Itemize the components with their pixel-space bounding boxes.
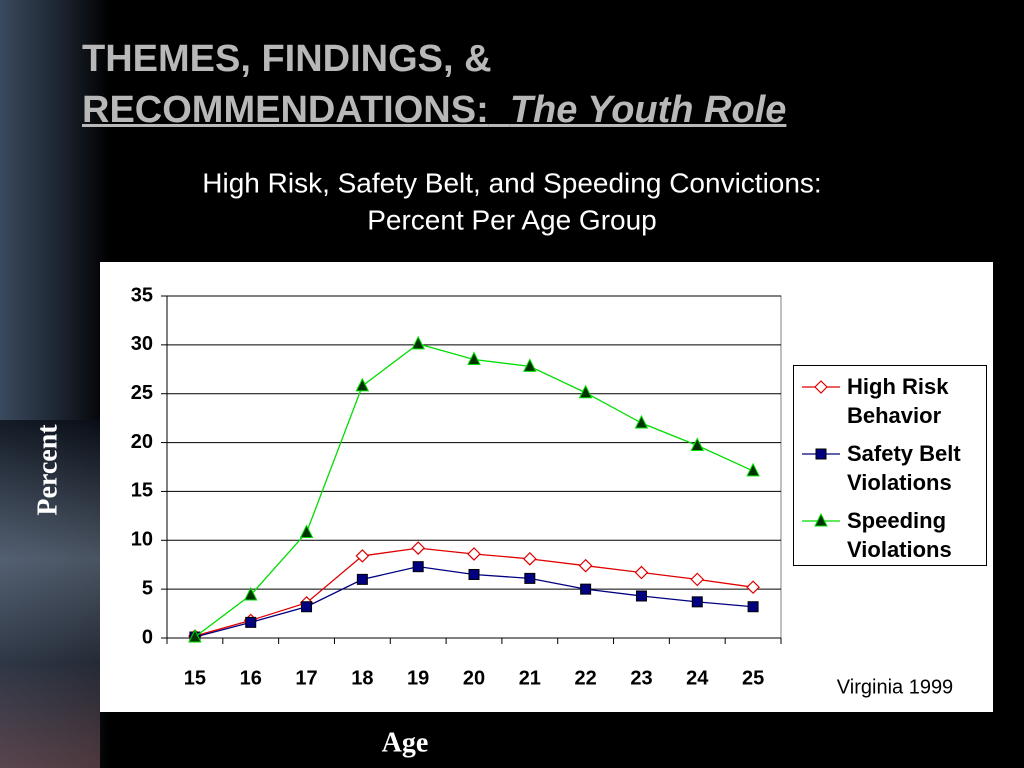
- marker: [467, 351, 481, 366]
- marker: [635, 590, 647, 602]
- marker: [411, 541, 426, 555]
- plot-area: [166, 295, 782, 639]
- y-tick-label: 20: [131, 431, 153, 453]
- y-tick-label: 10: [131, 529, 153, 551]
- y-tick-label: 0: [142, 626, 153, 648]
- chart-title: High Risk, Safety Belt, and Speeding Con…: [202, 167, 821, 198]
- x-tick-label: 19: [407, 667, 429, 689]
- marker: [634, 565, 649, 580]
- y-tick-label: 35: [131, 284, 153, 306]
- marker: [522, 552, 537, 566]
- slide-title: THEMES, FINDINGS, &: [82, 38, 492, 80]
- marker: [524, 572, 536, 584]
- marker: [746, 580, 760, 595]
- x-tick-label: 20: [463, 667, 485, 689]
- x-tick-label: 24: [686, 667, 709, 689]
- x-tick-label: 21: [519, 667, 541, 689]
- marker: [467, 547, 481, 561]
- marker: [468, 568, 480, 580]
- x-tick-label: 16: [240, 667, 262, 689]
- marker: [412, 561, 424, 573]
- photo-strip: [0, 420, 100, 768]
- legend-label: Speeding Violations: [847, 508, 952, 562]
- y-tick-label: 5: [142, 577, 153, 599]
- x-axis-label: Age: [382, 727, 429, 758]
- marker: [578, 558, 593, 573]
- marker: [634, 414, 649, 429]
- y-tick-label: 25: [131, 382, 153, 404]
- legend-label: High Risk Behavior: [847, 374, 949, 428]
- source-note: Virginia 1999: [837, 676, 953, 698]
- marker: [523, 358, 537, 372]
- x-tick-label: 17: [295, 667, 317, 689]
- slide-title: RECOMMENDATIONS:: [82, 89, 489, 131]
- x-tick-label: 22: [575, 667, 597, 689]
- slide-title: RECOMMENDATIONS: The Youth Role: [82, 89, 786, 132]
- marker: [690, 572, 705, 587]
- marker: [578, 384, 593, 399]
- marker: [301, 601, 313, 613]
- legend: High Risk Behavior Safety Belt Violations…: [793, 365, 987, 566]
- legend-label: Safety Belt Violations: [847, 441, 961, 495]
- marker: [691, 596, 703, 608]
- legend-keys: [802, 380, 840, 527]
- marker: [355, 549, 370, 563]
- y-axis-label: Percent: [32, 424, 63, 516]
- y-tick-label: 15: [131, 480, 153, 502]
- marker: [411, 335, 425, 350]
- marker: [690, 437, 705, 452]
- marker: [356, 573, 368, 585]
- chart-title: Percent Per Age Group: [367, 204, 657, 235]
- marker: [188, 628, 202, 643]
- marker: [580, 583, 592, 595]
- y-tick-label: 30: [131, 333, 153, 355]
- marker: [355, 377, 370, 392]
- legend-marker: [815, 448, 827, 460]
- legend-marker: [814, 512, 828, 527]
- x-tick-label: 23: [630, 667, 652, 689]
- legend-marker: [814, 380, 828, 394]
- marker: [299, 524, 314, 538]
- x-tick-label: 18: [351, 667, 373, 689]
- marker: [746, 462, 760, 477]
- marker: [243, 586, 258, 601]
- slide-title-italic: The Youth Role: [509, 89, 787, 131]
- x-tick-label: 15: [184, 667, 206, 689]
- marker: [747, 601, 759, 613]
- x-tick-label: 25: [742, 667, 764, 689]
- marker: [245, 616, 257, 628]
